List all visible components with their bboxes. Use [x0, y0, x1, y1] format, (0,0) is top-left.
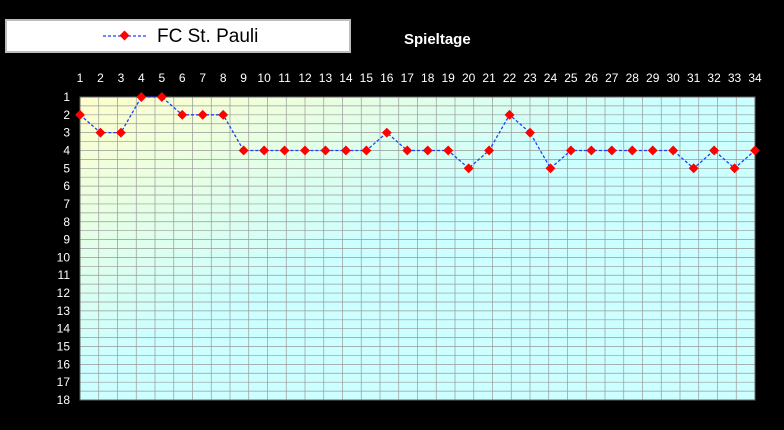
data-point — [443, 145, 454, 156]
x-tick-label: 9 — [240, 71, 247, 85]
x-tick-label: 1 — [77, 71, 84, 85]
x-tick-label: 28 — [626, 71, 640, 85]
data-point — [525, 127, 535, 138]
x-tick-label: 26 — [585, 71, 599, 85]
data-point — [320, 145, 331, 156]
y-tick-label: 17 — [57, 375, 71, 389]
x-axis: 1 2 3 4 5 6 7 8 9 10 11 12 13 14 15 16 17 18 19 20 21 22 23 24 2… — [77, 71, 762, 85]
y-tick-label: 18 — [57, 393, 71, 407]
data-point — [668, 145, 679, 156]
data-point — [300, 145, 310, 156]
data-point — [136, 92, 147, 102]
x-tick-label: 33 — [728, 71, 742, 85]
y-tick-label: 3 — [63, 126, 70, 140]
data-point — [586, 145, 597, 156]
x-tick-label: 17 — [401, 71, 415, 85]
y-tick-label: 2 — [63, 108, 70, 122]
y-tick-label: 5 — [63, 161, 70, 175]
x-tick-label: 4 — [138, 71, 145, 85]
data-point — [279, 145, 290, 156]
y-tick-label: 13 — [57, 304, 71, 318]
y-tick-label: 6 — [63, 179, 70, 193]
data-point — [750, 145, 760, 156]
data-point — [177, 109, 188, 120]
data-point — [115, 127, 126, 138]
y-tick-label: 15 — [57, 340, 71, 354]
y-tick-label: 14 — [57, 322, 71, 336]
x-tick-label: 24 — [544, 71, 558, 85]
data-point — [463, 163, 474, 174]
x-tick-label: 3 — [118, 71, 125, 85]
data-point — [259, 145, 270, 156]
y-tick-label: 10 — [57, 250, 71, 264]
grid — [79, 96, 756, 401]
data-point — [709, 145, 720, 156]
x-tick-label: 7 — [199, 71, 206, 85]
y-tick-label: 8 — [63, 215, 70, 229]
y-tick-label: 4 — [63, 143, 70, 157]
x-tick-label: 8 — [220, 71, 227, 85]
data-point — [361, 145, 372, 156]
x-tick-label: 15 — [360, 71, 374, 85]
data-point — [381, 127, 392, 138]
x-tick-label: 22 — [503, 71, 517, 85]
x-tick-label: 12 — [298, 71, 312, 85]
x-tick-label: 6 — [179, 71, 186, 85]
x-tick-label: 29 — [646, 71, 660, 85]
y-tick-label: 7 — [63, 197, 70, 211]
series-line — [79, 96, 756, 170]
x-tick-label: 14 — [339, 71, 353, 85]
legend: FC St. Pauli — [5, 19, 351, 53]
legend-label: FC St. Pauli — [157, 26, 259, 47]
x-tick-label: 13 — [319, 71, 333, 85]
data-point — [340, 145, 351, 156]
data-point — [484, 145, 495, 156]
data-point — [218, 109, 229, 120]
y-tick-label: 1 — [63, 90, 70, 104]
data-point — [75, 109, 85, 120]
data-point — [565, 145, 576, 156]
data-point — [402, 145, 413, 156]
y-tick-label: 11 — [58, 268, 71, 282]
x-tick-label: 34 — [748, 71, 762, 85]
data-point — [95, 127, 106, 138]
data-point — [545, 163, 556, 174]
x-tick-label: 21 — [482, 71, 496, 85]
chart-title: Spieltage — [404, 31, 471, 48]
x-tick-label: 19 — [442, 71, 456, 85]
data-point — [197, 109, 208, 120]
data-point — [238, 145, 249, 156]
x-tick-label: 10 — [257, 71, 271, 85]
x-tick-label: 18 — [421, 71, 435, 85]
data-point — [647, 145, 658, 156]
x-tick-label: 32 — [707, 71, 721, 85]
data-point — [606, 145, 617, 156]
x-tick-label: 31 — [687, 71, 701, 85]
data-point — [627, 145, 638, 156]
x-tick-label: 25 — [564, 71, 578, 85]
x-tick-label: 30 — [667, 71, 681, 85]
data-point — [156, 92, 167, 102]
y-tick-label: 12 — [57, 286, 71, 300]
legend-swatch — [103, 30, 147, 41]
plot-frame — [79, 96, 756, 401]
x-tick-label: 20 — [462, 71, 476, 85]
y-tick-label: 9 — [63, 233, 70, 247]
data-point — [688, 163, 699, 174]
data-point — [422, 145, 433, 156]
data-point — [729, 163, 740, 174]
x-tick-label: 2 — [97, 71, 104, 85]
x-tick-label: 23 — [523, 71, 537, 85]
x-tick-label: 5 — [158, 71, 165, 85]
x-tick-label: 11 — [278, 71, 291, 85]
y-tick-label: 16 — [57, 357, 71, 371]
x-tick-label: 27 — [605, 71, 619, 85]
x-tick-label: 16 — [380, 71, 394, 85]
